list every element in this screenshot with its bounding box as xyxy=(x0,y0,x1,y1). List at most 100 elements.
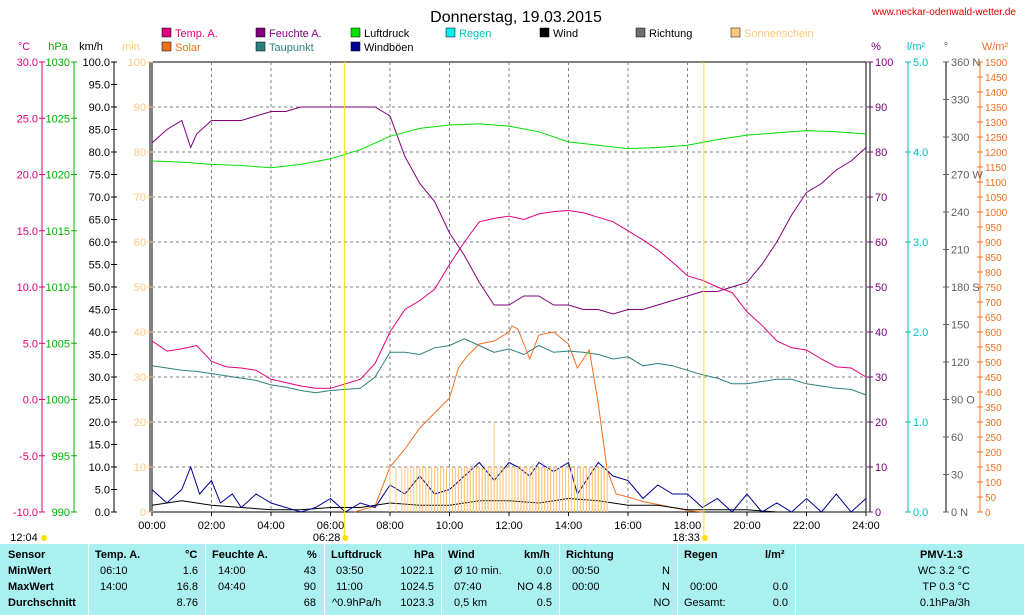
pressure-value: 1023.3 xyxy=(400,597,434,609)
humidity-value: 43 xyxy=(303,565,316,577)
axis-tick-label: 1020 xyxy=(46,170,70,182)
axis-tick-label: 80 xyxy=(875,147,887,159)
axis-tick-label: 900 xyxy=(985,238,1002,249)
axis-tick-label: 100 xyxy=(875,57,893,69)
axis-tick-label: 1025 xyxy=(46,113,70,125)
axis-tick-label: 10.0 xyxy=(17,282,38,294)
axis-tick-label: 60.0 xyxy=(89,237,110,249)
wind-time: 0,5 km xyxy=(454,597,488,609)
axis-tick-label: 240 xyxy=(951,207,969,219)
axis-tick-label: 0.0 xyxy=(23,395,38,407)
axis-tick-label: 30.0 xyxy=(89,372,110,384)
table-divider xyxy=(324,544,325,615)
legend-label: Windböen xyxy=(364,42,414,54)
axis-tick-label: 700 xyxy=(985,298,1002,309)
sunset-icon xyxy=(701,535,708,541)
legend-label: Temp. A. xyxy=(175,28,218,40)
axis-tick-label: 1400 xyxy=(985,88,1008,99)
series-luftdruck xyxy=(151,123,867,169)
rain-time: Gesamt: xyxy=(684,597,726,609)
axis-tick-label: 10 xyxy=(134,462,146,474)
temp-value: 8.76 xyxy=(176,597,198,609)
axis-tick-label: 90 xyxy=(875,102,887,114)
axis-tick-label: 20.0 xyxy=(17,170,38,182)
legend-swatch xyxy=(445,27,456,38)
axis-tick-label: 70 xyxy=(134,192,146,204)
axis-unit-rain: l/m² xyxy=(907,41,926,53)
series-feuchte-a- xyxy=(151,106,867,315)
direction-value: NO xyxy=(653,597,671,609)
axis-tick-label: 50 xyxy=(875,282,887,294)
x-axis-tick-label: 18:00 xyxy=(674,520,702,532)
x-axis-tick-label: 14:00 xyxy=(555,520,583,532)
axis-tick-label: 50 xyxy=(134,282,146,294)
axis-tick-label: -10.0 xyxy=(13,507,38,519)
axis-tick-label: 995 xyxy=(52,451,70,463)
axis-tick-label: 70.0 xyxy=(89,192,110,204)
axis-unit-pressure: hPa xyxy=(48,41,68,53)
axis-tick-label: 1300 xyxy=(985,118,1008,129)
axis-unit-solar: W/m² xyxy=(982,41,1009,53)
axis-tick-label: 100.0 xyxy=(82,57,110,69)
table-divider xyxy=(88,544,89,615)
axis-tick-label: 100 xyxy=(985,478,1002,489)
axis-tick-label: 4.0 xyxy=(913,147,928,159)
axis-tick-label: 1000 xyxy=(985,208,1008,219)
axis-tick-label: 65.0 xyxy=(89,215,110,227)
humidity-time: 04:40 xyxy=(218,581,246,593)
axis-tick-label: 50.0 xyxy=(89,282,110,294)
wind-value: NO 4.8 xyxy=(517,581,552,593)
humidity-value: 68 xyxy=(303,597,316,609)
header-wind-unit: km/h xyxy=(524,549,550,561)
axis-tick-label: 60 xyxy=(951,432,963,444)
axis-tick-label: 30 xyxy=(134,372,146,384)
axis-tick-label: 40 xyxy=(875,327,887,339)
axis-tick-label: 1050 xyxy=(985,193,1008,204)
legend-label: Wind xyxy=(553,28,578,40)
humidity-time: 14:00 xyxy=(218,565,246,577)
axis-tick-label: 25.0 xyxy=(17,113,38,125)
axis-tick-label: 35.0 xyxy=(89,350,110,362)
legend-swatch xyxy=(539,27,550,38)
x-axis-tick-label: 04:00 xyxy=(257,520,285,532)
axis-tick-label: 0.0 xyxy=(913,507,928,519)
axis-tick-label: 90 xyxy=(134,102,146,114)
axis-unit-direction: ° xyxy=(944,41,948,53)
axis-tick-label: 1030 xyxy=(46,57,70,69)
axis-tick-label: 15.0 xyxy=(89,440,110,452)
row-label: MinWert xyxy=(8,565,52,577)
x-axis-tick-label: 12:00 xyxy=(495,520,523,532)
axis-tick-label: -5.0 xyxy=(19,451,38,463)
axis-unit-humidity: % xyxy=(871,41,881,53)
axis-tick-label: 20.0 xyxy=(89,417,110,429)
temp-time: 06:10 xyxy=(100,565,128,577)
axis-tick-label: 75.0 xyxy=(89,170,110,182)
series-layer xyxy=(151,106,867,513)
pmv-value: 0.1hPa/3h xyxy=(919,597,970,609)
axis-unit-wind: km/h xyxy=(79,41,103,53)
axis-tick-label: 50 xyxy=(985,493,997,504)
x-axis-tick-label: 16:00 xyxy=(614,520,642,532)
legend-label: Sonnenschein xyxy=(744,28,814,40)
axis-tick-label: 150 xyxy=(951,320,969,332)
rain-time: 00:00 xyxy=(690,581,718,593)
axis-tick-label: 120 xyxy=(951,357,969,369)
pmv-value: TP 0.3 °C xyxy=(922,581,970,593)
table-divider xyxy=(441,544,442,615)
axis-tick-label: 750 xyxy=(985,283,1002,294)
axis-tick-label: 20 xyxy=(134,417,146,429)
axis-tick-label: 90.0 xyxy=(89,102,110,114)
rain-value: 0.0 xyxy=(772,597,788,609)
axis-tick-label: 450 xyxy=(985,373,1002,384)
series-windb-en xyxy=(151,461,867,513)
axis-tick-label: 990 xyxy=(52,507,70,519)
legend-swatch xyxy=(350,41,361,52)
website-label[interactable]: www.neckar-odenwald-wetter.de xyxy=(871,7,1016,18)
table-row: MaxWert 14:00 16.8 04:40 90 11:00 1024.5… xyxy=(0,581,1024,597)
legend-swatch xyxy=(635,27,646,38)
axis-tick-label: 650 xyxy=(985,313,1002,324)
table-divider xyxy=(677,544,678,615)
pressure-time: 03:50 xyxy=(336,565,364,577)
header-pressure: Luftdruck xyxy=(331,549,382,561)
axis-tick-label: 45.0 xyxy=(89,305,110,317)
